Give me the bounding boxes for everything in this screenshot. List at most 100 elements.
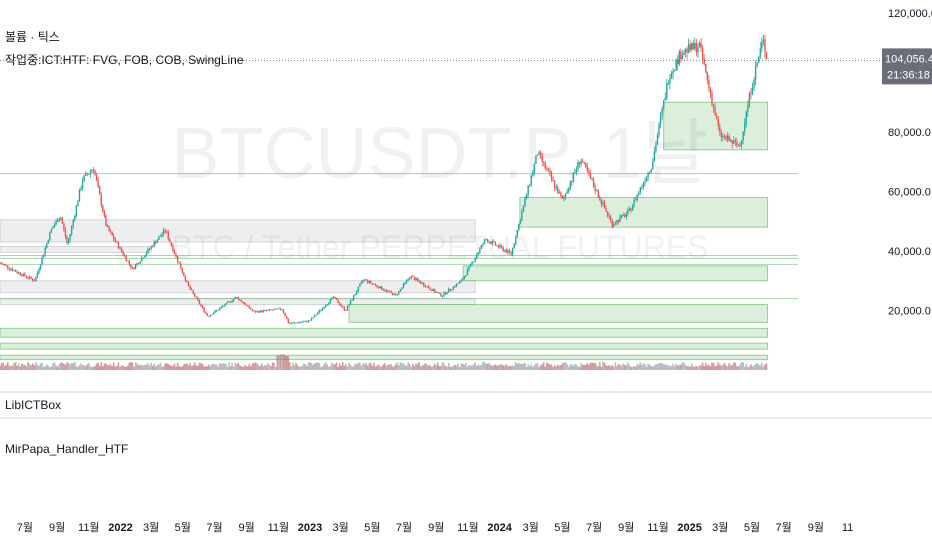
volume-bar: [609, 366, 612, 370]
volume-bar: [11, 365, 14, 370]
volume-bar: [429, 365, 431, 370]
pane2-title[interactable]: LibICTBox: [5, 398, 62, 412]
candle-body: [8, 268, 11, 270]
volume-bar: [469, 365, 472, 370]
candle-body: [617, 220, 620, 222]
volume-bar: [193, 362, 196, 370]
candle-body: [666, 83, 668, 98]
volume-bar: [396, 362, 399, 370]
volume-bar: [287, 356, 290, 370]
candle-body: [455, 283, 458, 287]
volume-bar: [226, 366, 229, 370]
candle-body: [535, 155, 537, 164]
volume-bar: [130, 362, 132, 370]
volume-bar: [675, 363, 677, 370]
candle-body: [494, 241, 497, 246]
volume-bar: [708, 364, 710, 370]
volume-bar: [167, 364, 170, 370]
volume-bar: [359, 362, 361, 370]
volume-bar: [271, 362, 274, 370]
candle-body: [256, 311, 258, 313]
candle-body: [486, 239, 489, 243]
pane3-title[interactable]: MirPapa_Handler_HTF: [5, 442, 129, 456]
candle-body: [396, 294, 398, 296]
candle-body: [32, 278, 34, 281]
candle-body: [725, 136, 727, 140]
volume-bar: [73, 362, 76, 370]
indicator-legend-label[interactable]: 작업중:ICT:HTF: FVG, FOB, COB, SwingLine: [5, 53, 244, 67]
candle-body: [247, 305, 249, 306]
volume-bar: [2, 363, 4, 370]
volume-bar: [698, 365, 701, 370]
candle-body: [421, 283, 423, 284]
candle-body: [407, 279, 409, 281]
candle-body: [761, 41, 763, 49]
candle-body: [139, 261, 141, 264]
volume-bar: [692, 366, 695, 370]
fvg-zone-1: [519, 196, 769, 228]
candle-body: [348, 304, 350, 307]
candle-body: [134, 264, 137, 269]
volume-bar: [172, 365, 174, 370]
volume-bar: [493, 365, 495, 370]
candle-body: [538, 152, 540, 155]
volume-legend-label[interactable]: 볼륨 · 틱스: [5, 30, 60, 44]
volume-bar: [567, 366, 570, 370]
volume-bar: [178, 366, 180, 370]
volume-bar: [47, 365, 50, 370]
candle-body: [236, 297, 238, 298]
volume-bar: [70, 363, 73, 370]
volume-bar: [452, 365, 455, 370]
y-tick-label: 120,000.0: [888, 8, 932, 20]
volume-bar: [262, 366, 265, 370]
volume-bar: [156, 364, 159, 370]
y-tick-label: 40,000.0: [888, 246, 931, 258]
x-tick-label: 2024: [487, 522, 512, 534]
volume-bar: [228, 362, 230, 370]
volume-bar: [613, 366, 615, 370]
candle-body: [376, 285, 378, 287]
candle-body: [343, 306, 346, 311]
volume-bar: [120, 365, 123, 370]
volume-bar: [602, 362, 604, 370]
candle-body: [155, 241, 157, 244]
candle-body: [42, 254, 45, 258]
candle-body: [150, 246, 152, 249]
candle-body: [415, 278, 417, 281]
volume-bar: [541, 364, 543, 370]
candle-body: [647, 172, 649, 178]
candle-body: [162, 229, 165, 235]
volume-bar: [669, 365, 671, 370]
volume-bar: [728, 363, 730, 370]
volume-bar: [284, 355, 286, 370]
volume-bar: [639, 362, 642, 370]
candle-body: [491, 241, 494, 244]
volume-bar: [288, 362, 291, 370]
volume-bar: [33, 365, 36, 370]
candle-body: [427, 286, 430, 289]
candle-body: [178, 261, 180, 264]
candle-body: [468, 266, 470, 270]
x-tick-label: 9월: [239, 521, 255, 534]
candle-body: [318, 310, 321, 313]
volume-bar: [303, 363, 305, 370]
volume-bar: [56, 366, 59, 370]
candle-body: [569, 182, 571, 190]
candle-body: [284, 312, 286, 317]
candle-body: [634, 199, 637, 201]
candle-body: [265, 310, 268, 311]
candle-body: [180, 263, 182, 269]
candle-body: [7, 265, 9, 269]
candle-body: [287, 318, 289, 323]
candle-body: [611, 220, 613, 227]
volume-bar: [458, 366, 461, 370]
volume-bar: [293, 365, 296, 370]
candle-body: [335, 297, 338, 300]
candle-body: [109, 231, 112, 233]
volume-bar: [641, 364, 643, 370]
candle-body: [317, 312, 319, 315]
volume-bar: [430, 366, 433, 370]
volume-bar: [165, 363, 168, 370]
